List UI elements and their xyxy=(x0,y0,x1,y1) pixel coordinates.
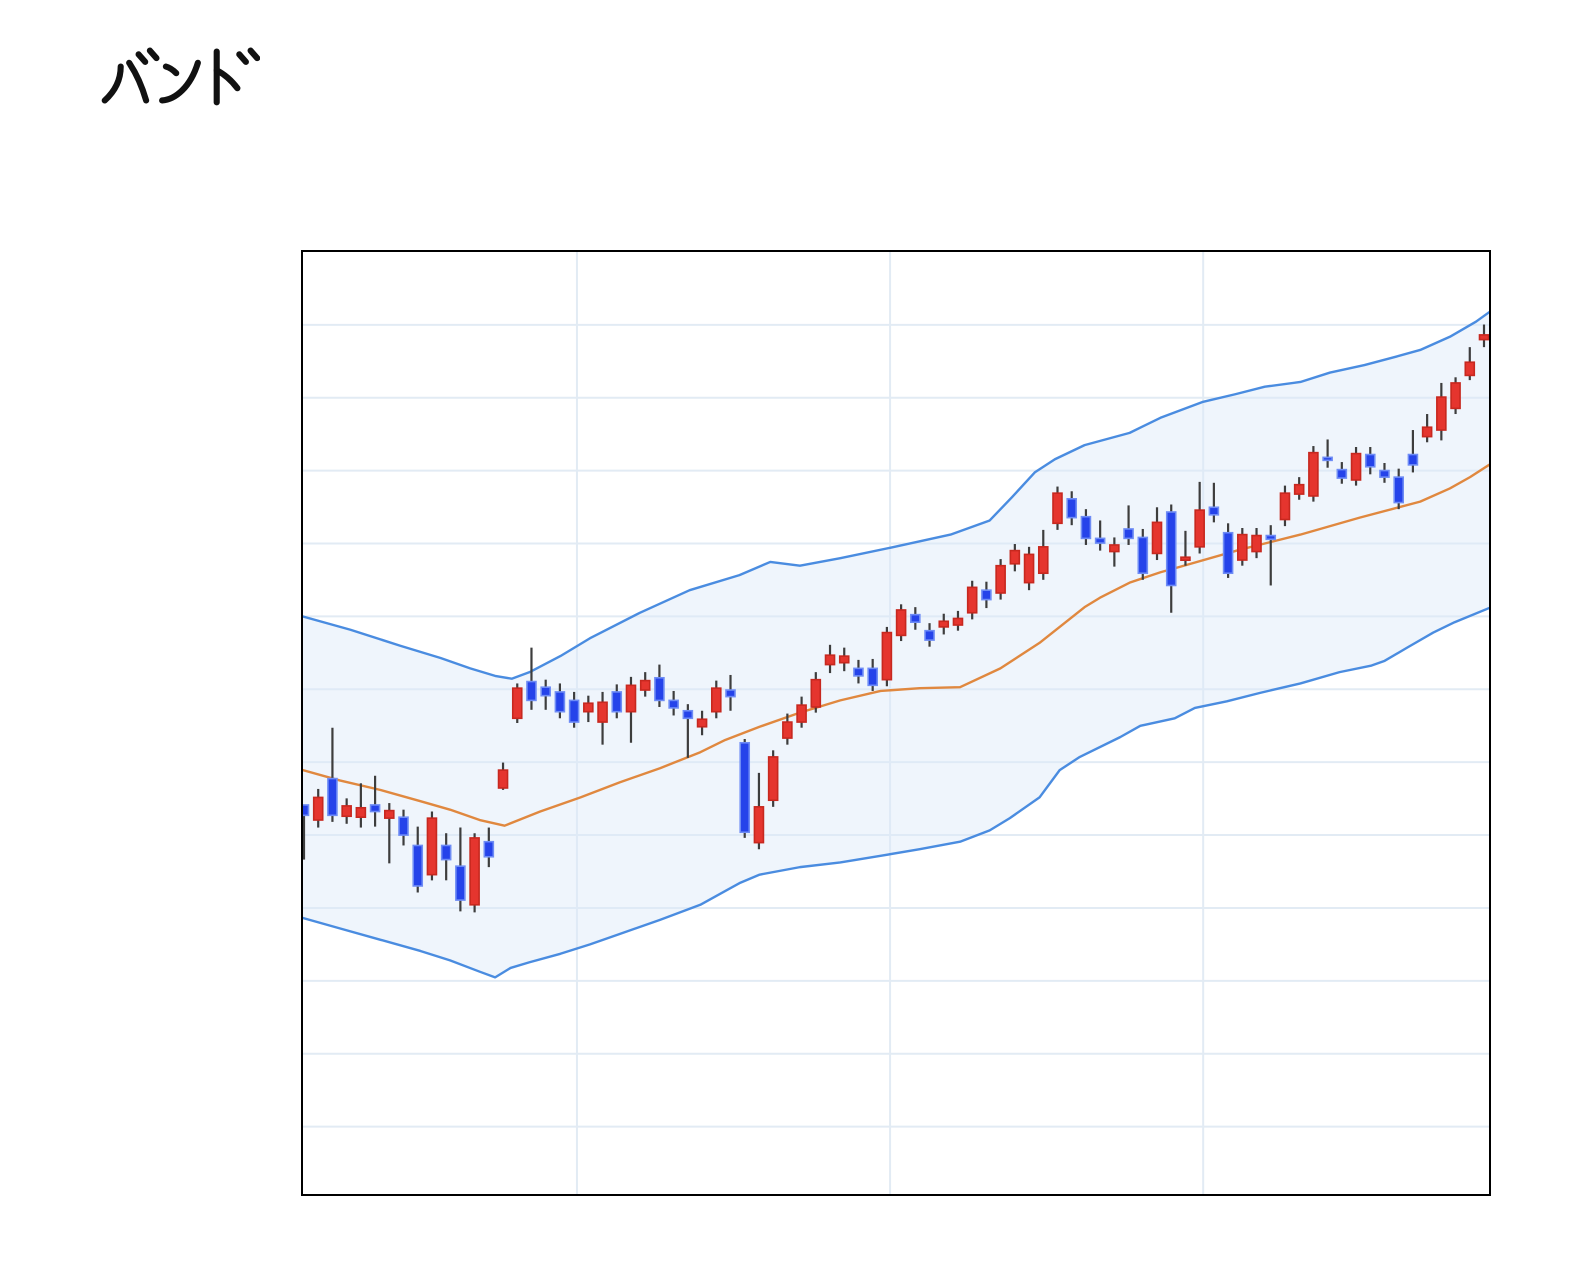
page-title: バンド xyxy=(100,44,261,116)
plot-area xyxy=(303,252,1489,1194)
page-title-text: バンド xyxy=(260,44,261,45)
page-title-art xyxy=(101,47,261,106)
bollinger-candlestick-chart xyxy=(301,250,1491,1196)
